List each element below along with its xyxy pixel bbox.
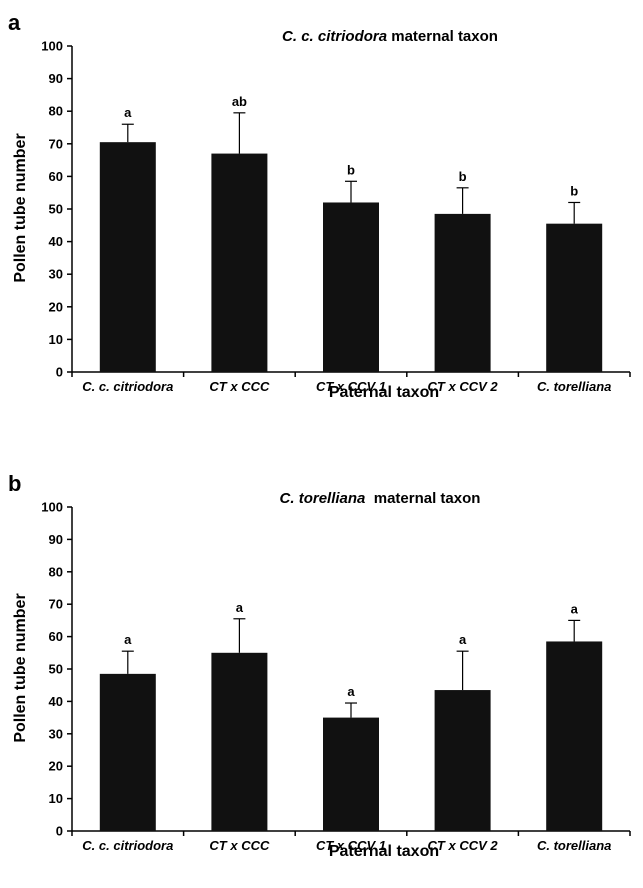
y-tick-label: 0 [56, 365, 63, 380]
bar [211, 652, 268, 831]
y-tick-label: 50 [49, 662, 63, 677]
x-tick-label: C. c. citriodora [82, 379, 173, 394]
panel-letter-b: b [8, 471, 21, 496]
significance-label: b [570, 183, 578, 198]
significance-label: b [347, 162, 355, 177]
x-tick-label: CT x CCV 2 [428, 838, 499, 853]
y-tick-label: 60 [49, 629, 63, 644]
x-tick-label: CT x CCV 2 [428, 379, 499, 394]
chart-title-b: C. torelliana maternal taxon [280, 490, 481, 507]
y-tick-label: 80 [49, 104, 63, 119]
y-tick-label: 10 [49, 332, 63, 347]
y-tick-label: 50 [49, 202, 63, 217]
y-tick-label: 20 [49, 759, 63, 774]
x-tick-label: C. c. citriodora [82, 838, 173, 853]
chart-title-a-rest: maternal taxon [387, 28, 498, 45]
y-tick-label: 40 [49, 694, 63, 709]
chart-title-a: C. c. citriodora maternal taxon [282, 28, 498, 45]
bar [99, 142, 156, 372]
y-tick-label: 90 [49, 532, 63, 547]
y-tick-label: 30 [49, 267, 63, 282]
y-tick-label: 100 [41, 500, 63, 515]
significance-label: a [124, 632, 132, 647]
x-tick-label: CT x CCV 1 [316, 838, 386, 853]
significance-label: a [459, 632, 467, 647]
y-tick-label: 20 [49, 299, 63, 314]
bar [434, 213, 491, 372]
y-tick-label: 70 [49, 136, 63, 151]
significance-label: a [347, 684, 355, 699]
bar [99, 673, 156, 831]
bar [546, 641, 603, 831]
x-tick-label: CT x CCV 1 [316, 379, 386, 394]
y-tick-label: 0 [56, 824, 63, 839]
y-tick-label: 70 [49, 597, 63, 612]
x-axis-title-a: Paternal taxon [329, 384, 439, 401]
y-tick-label: 10 [49, 791, 63, 806]
y-tick-label: 60 [49, 169, 63, 184]
x-tick-label: C. torelliana [537, 838, 611, 853]
panel-a: a C. c. citriodora maternal taxon Pollen… [8, 10, 631, 401]
chart-title-b-italic: C. torelliana [280, 490, 366, 507]
significance-label: a [236, 600, 244, 615]
y-tick-label: 90 [49, 71, 63, 86]
x-axis-title-b: Paternal taxon [329, 843, 439, 860]
y-tick-label: 30 [49, 726, 63, 741]
panel-b: b C. torelliana maternal taxon Pollen tu… [8, 471, 631, 860]
chart-title-b-rest: maternal taxon [365, 490, 480, 507]
bar [434, 690, 491, 831]
bar [323, 717, 379, 831]
chart-title-a-italic: C. c. citriodora [282, 28, 387, 45]
significance-label: a [571, 601, 579, 616]
bar [546, 223, 603, 372]
y-tick-label: 40 [49, 234, 63, 249]
bar [323, 202, 379, 372]
y-axis-title-b: Pollen tube number [12, 593, 29, 742]
significance-label: b [459, 169, 467, 184]
y-tick-label: 100 [41, 39, 63, 54]
significance-label: a [124, 105, 132, 120]
y-axis-title-a: Pollen tube number [12, 133, 29, 282]
x-tick-label: CT x CCC [209, 379, 270, 394]
x-tick-label: C. torelliana [537, 379, 611, 394]
y-tick-label: 80 [49, 564, 63, 579]
significance-label: ab [232, 94, 247, 109]
bar [211, 153, 268, 372]
x-tick-label: CT x CCC [209, 838, 270, 853]
panel-letter-a: a [8, 10, 21, 35]
